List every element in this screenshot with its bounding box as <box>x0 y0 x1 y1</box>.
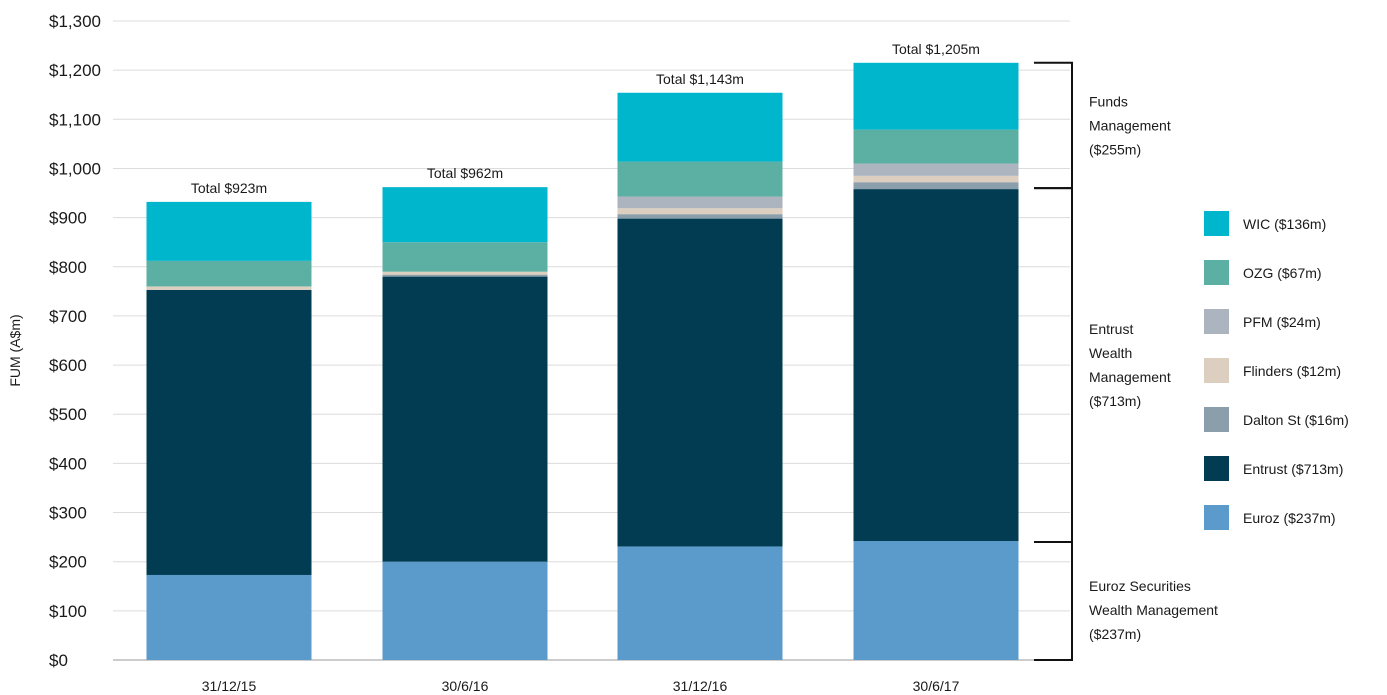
bar-total-label: Total $962m <box>427 165 503 181</box>
bar-segment <box>617 218 783 547</box>
legend-label: WIC ($136m) <box>1243 216 1326 232</box>
bar-segment <box>853 541 1019 660</box>
bar-segment <box>146 289 312 575</box>
x-tick-label: 30/6/17 <box>913 678 960 694</box>
legend-swatch <box>1204 260 1229 285</box>
group-label: Wealth <box>1089 345 1132 361</box>
legend-label: Euroz ($237m) <box>1243 510 1336 526</box>
y-tick-label: $1,000 <box>49 159 101 178</box>
x-tick-label: 31/12/16 <box>673 678 728 694</box>
y-tick-label: $300 <box>49 504 87 523</box>
bar-segment <box>382 276 548 562</box>
bar-total-label: Total $1,143m <box>656 71 744 87</box>
y-tick-label: $200 <box>49 553 87 572</box>
legend-swatch <box>1204 309 1229 334</box>
bar-segment <box>853 182 1019 190</box>
y-tick-label: $1,100 <box>49 110 101 129</box>
legend-swatch <box>1204 407 1229 432</box>
group-label: Entrust <box>1089 321 1133 337</box>
bar-segment <box>146 201 312 261</box>
bar-segment <box>146 286 312 290</box>
group-label: ($713m) <box>1089 393 1141 409</box>
y-tick-label: $1,200 <box>49 61 101 80</box>
y-tick-label: $500 <box>49 405 87 424</box>
bar-segment <box>146 574 312 660</box>
bar-segment <box>146 260 312 287</box>
legend-label: Dalton St ($16m) <box>1243 412 1349 428</box>
bar-segment <box>853 189 1019 542</box>
group-label: Management <box>1089 369 1171 385</box>
x-tick-label: 30/6/16 <box>442 678 489 694</box>
y-tick-label: $100 <box>49 602 87 621</box>
bar-segment <box>617 92 783 162</box>
y-tick-label: $900 <box>49 209 87 228</box>
bar-segment <box>853 163 1019 176</box>
bar-segment <box>617 546 783 660</box>
legend-swatch <box>1204 505 1229 530</box>
bar-segment <box>853 129 1019 164</box>
bar-segment <box>617 196 783 209</box>
legend-label: Flinders ($12m) <box>1243 363 1341 379</box>
bar-segment <box>382 274 548 277</box>
bar-segment <box>617 214 783 219</box>
legend-swatch <box>1204 358 1229 383</box>
legend-swatch <box>1204 211 1229 236</box>
bar-total-label: Total $1,205m <box>892 41 980 57</box>
y-tick-label: $800 <box>49 258 87 277</box>
y-tick-label: $1,300 <box>49 12 101 31</box>
legend-swatch <box>1204 456 1229 481</box>
x-tick-label: 31/12/15 <box>202 678 257 694</box>
bar-segment <box>382 271 548 275</box>
y-axis-label: FUM (A$m) <box>7 314 23 386</box>
bar-segment <box>617 208 783 215</box>
bar-segment <box>382 561 548 660</box>
bar-segment <box>382 242 548 272</box>
legend-label: PFM ($24m) <box>1243 314 1321 330</box>
bar-total-label: Total $923m <box>191 180 267 196</box>
bar-segment <box>853 175 1019 183</box>
bar-segment <box>382 187 548 243</box>
bar-segment <box>853 62 1019 130</box>
legend-label: Entrust ($713m) <box>1243 461 1343 477</box>
bar-segment <box>617 161 783 197</box>
group-label: Management <box>1089 117 1171 133</box>
y-tick-label: $0 <box>49 651 68 670</box>
y-tick-label: $700 <box>49 307 87 326</box>
group-label: ($255m) <box>1089 141 1141 157</box>
legend-label: OZG ($67m) <box>1243 265 1322 281</box>
group-label: Wealth Management <box>1089 602 1218 618</box>
group-label: ($237m) <box>1089 626 1141 642</box>
group-label: Funds <box>1089 93 1128 109</box>
y-tick-label: $400 <box>49 454 87 473</box>
y-tick-label: $600 <box>49 356 87 375</box>
group-label: Euroz Securities <box>1089 578 1191 594</box>
